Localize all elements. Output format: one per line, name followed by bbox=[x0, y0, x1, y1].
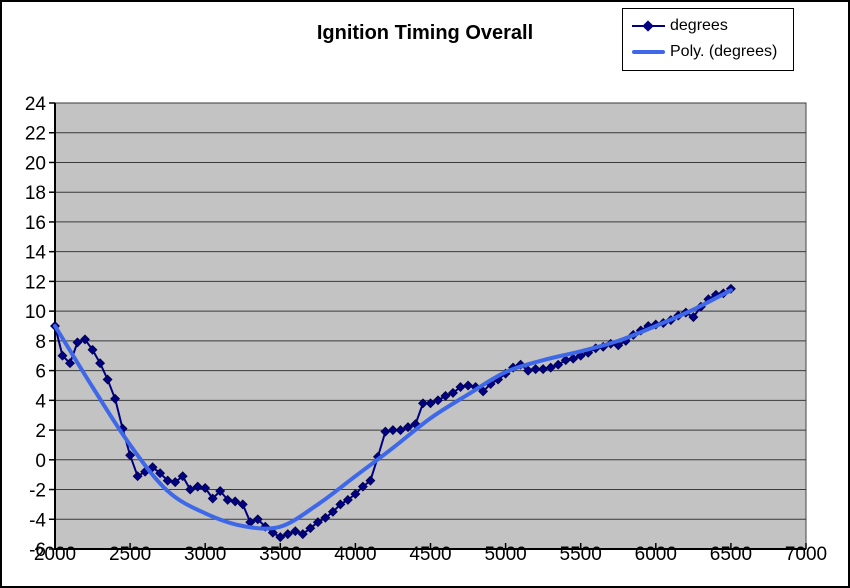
y-tick-label: 6 bbox=[35, 362, 46, 383]
degrees-data-point-markers bbox=[50, 283, 736, 543]
x-tick-label: 7000 bbox=[785, 544, 827, 565]
x-tick-label: 3500 bbox=[259, 544, 301, 565]
legend: degrees Poly. (degrees) bbox=[622, 8, 794, 71]
x-tick-label: 3000 bbox=[184, 544, 226, 565]
y-tick-label: 8 bbox=[35, 332, 46, 353]
x-tick-label: 4500 bbox=[409, 544, 451, 565]
chart-title: Ignition Timing Overall bbox=[316, 22, 534, 44]
y-tick-label: 24 bbox=[25, 94, 47, 115]
y-tick-label: 16 bbox=[25, 213, 46, 234]
x-tick-label: 2500 bbox=[109, 544, 151, 565]
legend-item-degrees: degrees bbox=[632, 14, 793, 38]
legend-item-poly: Poly. (degrees) bbox=[632, 40, 793, 64]
x-tick-label: 5000 bbox=[484, 544, 526, 565]
y-tick-label: 20 bbox=[25, 153, 46, 174]
x-tick-label: 6500 bbox=[710, 544, 752, 565]
y-tick-label: 0 bbox=[35, 451, 46, 472]
poly-trendline-icon bbox=[632, 50, 665, 54]
y-tick-label: -6 bbox=[29, 540, 46, 561]
y-tick-label: 4 bbox=[35, 391, 46, 412]
y-tick-label: 22 bbox=[25, 124, 46, 145]
x-tick-label: 4000 bbox=[334, 544, 376, 565]
degrees-line-diamond-icon bbox=[632, 19, 665, 32]
y-tick-label: 18 bbox=[25, 183, 46, 204]
y-tick-label: -4 bbox=[29, 510, 46, 531]
y-tick-label: 2 bbox=[35, 421, 46, 442]
legend-label-degrees: degrees bbox=[670, 17, 728, 34]
y-tick-label: 10 bbox=[25, 302, 46, 323]
legend-label-poly: Poly. (degrees) bbox=[670, 43, 778, 60]
y-tick-label: 12 bbox=[25, 272, 46, 293]
y-tick-label: 14 bbox=[25, 243, 47, 264]
poly-trendline bbox=[53, 288, 733, 531]
x-tick-label: 6000 bbox=[635, 544, 677, 565]
y-tick-label: -2 bbox=[29, 481, 46, 502]
x-tick-label: 5500 bbox=[560, 544, 602, 565]
